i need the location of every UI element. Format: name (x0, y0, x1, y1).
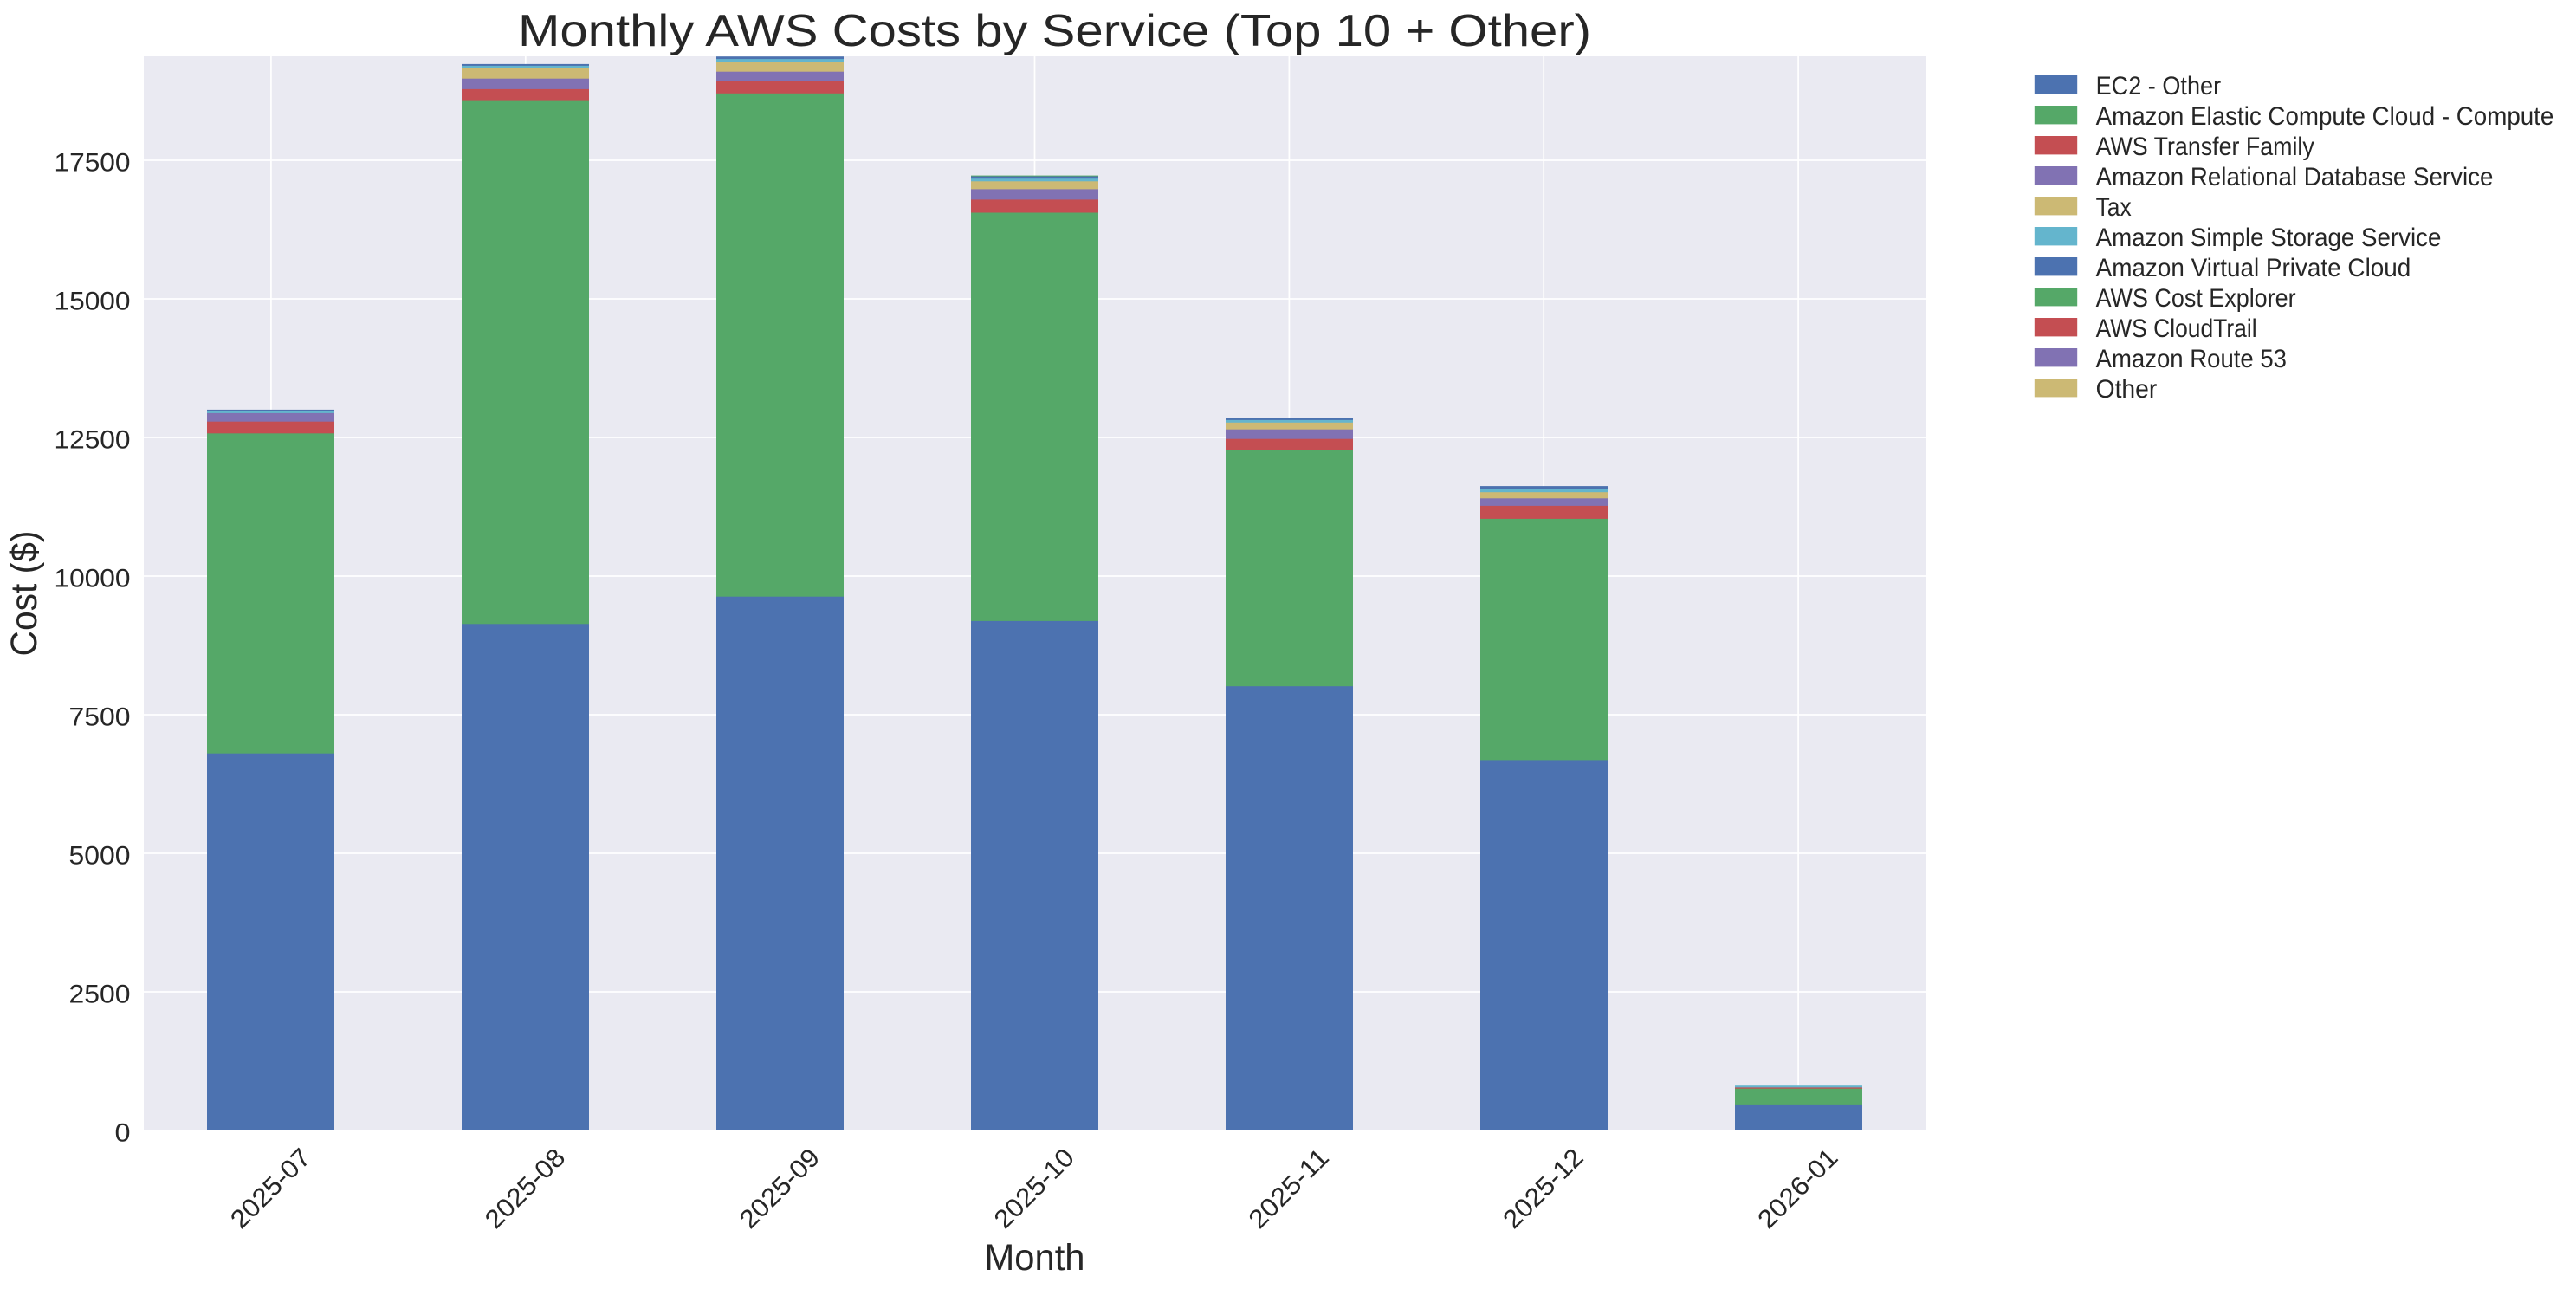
svg-text:Monthly AWS Costs by Service (: Monthly AWS Costs by Service (Top 10 + O… (518, 6, 1591, 56)
svg-text:Amazon Virtual Private Cloud: Amazon Virtual Private Cloud (2096, 254, 2411, 282)
svg-text:Other: Other (2096, 375, 2158, 404)
svg-text:15000: 15000 (55, 288, 131, 316)
svg-text:2500: 2500 (69, 981, 131, 1009)
svg-text:AWS CloudTrail: AWS CloudTrail (2096, 314, 2257, 343)
svg-text:Amazon Simple Storage Service: Amazon Simple Storage Service (2096, 223, 2442, 252)
svg-text:Amazon Elastic Compute Cloud -: Amazon Elastic Compute Cloud - Compute (2096, 102, 2554, 131)
svg-text:17500: 17500 (55, 149, 131, 178)
svg-text:7500: 7500 (69, 703, 131, 732)
svg-text:AWS Cost Explorer: AWS Cost Explorer (2096, 284, 2296, 313)
svg-text:Month: Month (985, 1237, 1085, 1279)
svg-text:5000: 5000 (69, 842, 131, 871)
svg-text:0: 0 (115, 1119, 131, 1148)
svg-text:Amazon Relational Database Ser: Amazon Relational Database Service (2096, 163, 2494, 191)
svg-text:10000: 10000 (55, 565, 131, 593)
svg-text:12500: 12500 (55, 426, 131, 455)
svg-text:Tax: Tax (2096, 193, 2132, 222)
svg-text:Amazon Route 53: Amazon Route 53 (2096, 345, 2287, 373)
svg-text:AWS Transfer Family: AWS Transfer Family (2096, 133, 2314, 161)
svg-text:Cost ($): Cost ($) (3, 531, 45, 657)
svg-text:EC2 - Other: EC2 - Other (2096, 72, 2222, 100)
